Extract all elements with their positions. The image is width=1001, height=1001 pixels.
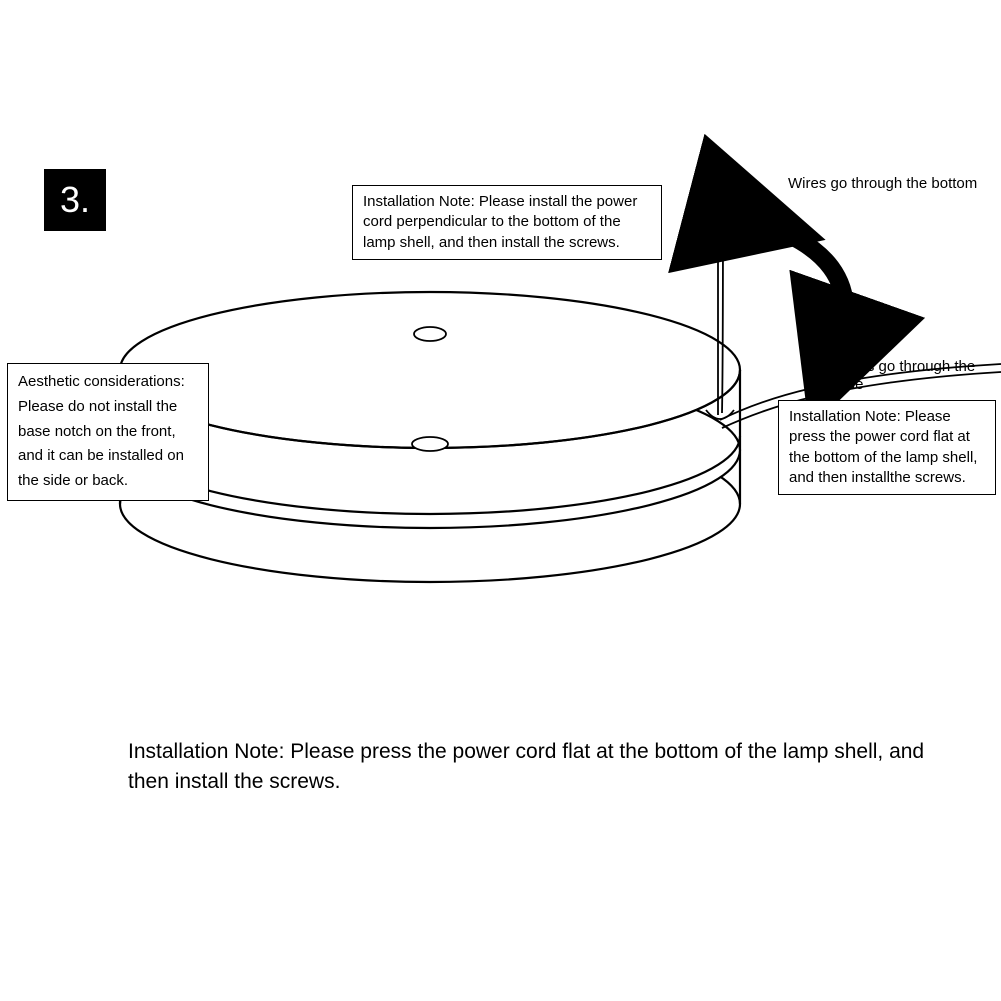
label-text: Wires go through the bottom [788,175,977,192]
label-wires-side: Wires go through the side [836,358,1001,394]
bottom-install-note: Installation Note: Please press the powe… [128,737,958,798]
callout-text: Aesthetic considerations: Please do not … [18,373,185,489]
callout-right-install-note: Installation Note: Please press the powe… [778,400,996,495]
step-number-badge: 3. [44,169,106,231]
callout-top-install-note: Installation Note: Please install the po… [352,185,662,260]
diagram-canvas: 3. Installation Note: Please install the… [0,0,1001,1001]
callout-text: Installation Note: Please press the powe… [789,408,977,486]
step-number-text: 3. [60,179,90,221]
direction-arrow [742,218,845,348]
label-wires-bottom: Wires go through the bottom [788,175,977,193]
label-text: Wires go through the side [836,358,975,393]
callout-text: Installation Note: Please install the po… [363,193,637,251]
callout-aesthetic-note: Aesthetic considerations: Please do not … [7,363,209,501]
bottom-note-text: Installation Note: Please press the powe… [128,740,924,793]
